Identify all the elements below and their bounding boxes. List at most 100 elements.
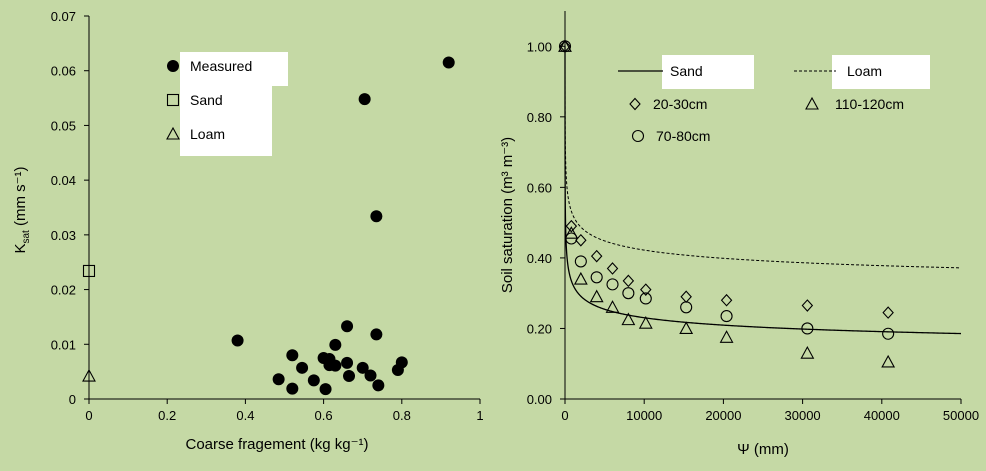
data-point	[589, 289, 604, 303]
y-tick-label: 1.00	[527, 39, 552, 54]
data-point	[680, 290, 692, 304]
legend-marker	[167, 60, 179, 72]
data-point	[720, 293, 733, 307]
x-tick-label: 0.2	[158, 408, 176, 423]
x-tick-label: 40000	[864, 408, 900, 423]
data-point	[372, 379, 385, 392]
data-point	[272, 373, 285, 386]
data-point	[638, 316, 653, 329]
legend-label: Loam	[847, 63, 882, 79]
y-tick-label: 0.80	[527, 110, 552, 125]
legend-label: Sand	[190, 92, 223, 108]
y-tick-label: 0.07	[51, 9, 76, 24]
data-point	[442, 56, 455, 69]
data-point	[370, 328, 383, 341]
y-tick-label: 0.02	[51, 283, 76, 298]
data-point	[801, 322, 814, 335]
loam-curve	[564, 46, 962, 269]
x-tick-label: 0.6	[315, 408, 333, 423]
data-point	[622, 274, 635, 288]
data-point	[341, 356, 354, 369]
y-axis-title: Ksat (mm s⁻¹)	[12, 166, 32, 253]
data-point	[590, 249, 603, 263]
legend-label: 70-80cm	[656, 128, 710, 144]
saturation-curve-panel: 0 10000 20000 30000 40000 50000 0.00 0.20 0.40 0.…	[490, 0, 986, 466]
data-point	[286, 349, 299, 362]
data-point	[370, 210, 383, 223]
y-tick-label: 0.60	[527, 180, 552, 195]
x-tick-label: 0.8	[393, 408, 411, 423]
ksat-scatter-panel: 0 0.2 0.4 0.6 0.8 1 0 0.01 0.02 0.03 0.04 0.05 0.06 0…	[0, 0, 490, 466]
saturation-curve-chart: 0 10000 20000 30000 40000 50000 0.00 0.20 0.40 0.…	[499, 11, 979, 458]
data-point	[800, 345, 815, 359]
data-point	[881, 354, 896, 368]
legend-marker	[166, 93, 180, 107]
data-point	[882, 306, 894, 319]
y-tick-label: 0.05	[51, 118, 76, 133]
legend-marker	[805, 96, 819, 110]
data-point	[621, 312, 636, 326]
data-point	[558, 39, 572, 52]
data-point	[573, 271, 588, 285]
y-tick-label: 0.03	[51, 228, 76, 243]
x-tick-label: 1	[476, 408, 483, 423]
data-point	[680, 301, 693, 314]
data-point	[574, 255, 587, 268]
data-point	[231, 334, 244, 347]
legend-box	[832, 55, 930, 89]
sand-curve	[564, 46, 962, 335]
data-point	[882, 327, 895, 340]
y-tick-label: 0.06	[51, 64, 76, 79]
y-tick-label: 0.40	[527, 251, 552, 266]
data-point	[82, 368, 96, 382]
x-tick-label: 0	[85, 408, 92, 423]
data-point	[341, 320, 354, 333]
x-tick-label: 20000	[705, 408, 741, 423]
y-tick-label: 0.04	[51, 173, 76, 188]
data-point	[319, 383, 332, 396]
data-point	[343, 370, 356, 383]
data-point	[329, 338, 342, 351]
x-tick-label: 0.4	[236, 408, 254, 423]
legend-marker	[631, 129, 645, 143]
legend-box	[180, 86, 272, 119]
legend-label: 20-30cm	[653, 96, 707, 112]
data-point	[286, 382, 299, 395]
x-tick-label: 30000	[785, 408, 821, 423]
data-point	[639, 292, 652, 305]
x-tick-label: 0	[561, 408, 568, 423]
legend-label: Measured	[190, 58, 252, 74]
data-point	[356, 361, 369, 374]
data-point	[82, 264, 96, 278]
data-point	[329, 359, 342, 372]
legend-box	[180, 119, 272, 156]
legend-box	[662, 55, 754, 89]
data-point	[575, 233, 587, 247]
data-point	[679, 321, 694, 335]
data-point	[606, 262, 619, 275]
data-point	[391, 364, 404, 377]
data-point	[364, 369, 377, 382]
data-point	[801, 299, 814, 312]
data-point	[605, 300, 620, 313]
x-tick-label: 50000	[943, 408, 979, 423]
data-point	[719, 330, 734, 343]
y-tick-label: 0.00	[527, 392, 552, 407]
x-axis-title: Coarse fragement (kg kg⁻¹)	[186, 436, 369, 453]
x-axis-title: Ψ (mm)	[737, 441, 789, 458]
x-tick-label: 10000	[626, 408, 662, 423]
data-point	[358, 93, 371, 106]
legend-label: Sand	[670, 63, 703, 79]
legend-label: Loam	[190, 126, 225, 142]
data-point	[622, 287, 635, 300]
data-point	[564, 226, 579, 239]
data-point	[720, 310, 733, 323]
ksat-scatter-chart: 0 0.2 0.4 0.6 0.8 1 0 0.01 0.02 0.03 0.04 0.05 0.06 0…	[12, 9, 484, 453]
data-point	[606, 278, 619, 291]
data-point	[296, 361, 309, 374]
data-point	[640, 283, 652, 296]
y-tick-label: 0.01	[51, 337, 76, 352]
y-axis-title: Soil saturation (m³ m⁻³)	[499, 137, 516, 293]
legend-label: 110-120cm	[835, 96, 904, 112]
y-tick-label: 0.20	[527, 321, 552, 336]
